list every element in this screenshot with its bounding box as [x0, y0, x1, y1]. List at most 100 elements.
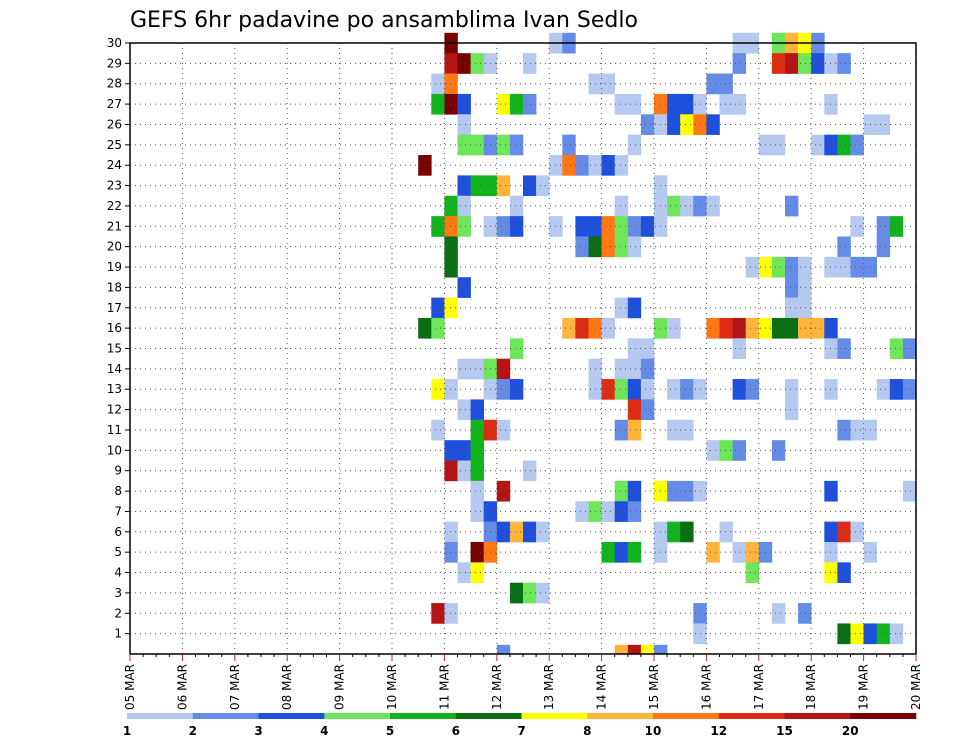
heatmap-cell	[876, 114, 891, 135]
heatmap-cell	[706, 73, 720, 95]
heatmap-cell	[798, 277, 812, 298]
heatmap-cell	[523, 53, 537, 74]
legend-label: 12	[710, 724, 727, 738]
y-tick-label: 19	[107, 260, 122, 274]
heatmap-cell	[431, 379, 445, 400]
heatmap-cell	[614, 216, 629, 237]
heatmap-cell	[601, 216, 615, 237]
heatmap-cell	[706, 114, 720, 135]
heatmap-cell	[496, 419, 511, 441]
heatmap-cell	[496, 480, 511, 502]
heatmap-cell	[785, 256, 799, 278]
heatmap-cell	[640, 399, 655, 421]
heatmap-cell	[902, 338, 917, 359]
heatmap-cell	[470, 358, 484, 380]
heatmap-cell	[562, 134, 576, 156]
heatmap-cell	[418, 317, 432, 339]
heatmap-cell	[509, 93, 524, 115]
heatmap-cell	[771, 134, 786, 156]
heatmap-cell	[627, 93, 642, 115]
heatmap-cell	[444, 73, 458, 95]
legend-label: 1	[123, 724, 131, 738]
heatmap-cell	[876, 379, 891, 400]
heatmap-cell	[627, 399, 642, 421]
heatmap-cell	[627, 216, 642, 237]
heatmap-cell	[575, 236, 589, 258]
heatmap-cell	[837, 338, 851, 359]
heatmap-cell	[496, 175, 511, 197]
heatmap-cell	[614, 155, 629, 176]
y-tick-label: 11	[107, 423, 122, 437]
heatmap-cell	[614, 501, 629, 522]
heatmap-cell	[732, 338, 746, 359]
heatmap-cell	[444, 216, 458, 237]
heatmap-cell	[457, 358, 471, 380]
heatmap-cell	[470, 399, 484, 421]
heatmap-cell	[575, 155, 589, 176]
heatmap-cell	[876, 623, 891, 645]
heatmap-cell	[654, 644, 668, 655]
heatmap-cell	[614, 358, 629, 380]
heatmap-cell	[798, 317, 812, 339]
heatmap-cell	[601, 317, 615, 339]
y-tick-label: 24	[107, 158, 122, 172]
legend-swatch	[784, 713, 851, 719]
heatmap-cell	[732, 440, 746, 461]
heatmap-cell	[614, 644, 629, 655]
heatmap-cell	[614, 379, 629, 400]
y-tick-label: 3	[114, 586, 122, 600]
heatmap-cell	[719, 93, 733, 115]
heatmap-cell	[614, 480, 629, 502]
heatmap-cell	[470, 501, 484, 522]
y-tick-label: 5	[114, 545, 122, 559]
heatmap-cell	[496, 644, 511, 655]
heatmap-cell	[876, 216, 891, 237]
heatmap-cell	[706, 541, 720, 563]
heatmap-cell	[523, 93, 537, 115]
legend-label: 20	[842, 724, 859, 738]
heatmap-cell	[496, 216, 511, 237]
y-tick-label: 21	[107, 219, 122, 233]
heatmap-cell	[640, 216, 655, 237]
heatmap-cell	[431, 73, 445, 95]
heatmap-cell	[732, 317, 746, 339]
y-tick-label: 20	[107, 240, 122, 254]
heatmap-cell	[771, 256, 786, 278]
legend-swatch	[455, 713, 522, 719]
legend-swatch	[850, 713, 917, 719]
y-tick-label: 28	[107, 77, 122, 91]
heatmap-cell	[496, 379, 511, 400]
heatmap-cell	[680, 480, 694, 502]
heatmap-cell	[431, 93, 445, 115]
heatmap-cell	[444, 93, 458, 115]
heatmap-cell	[706, 195, 720, 217]
heatmap-cell	[706, 317, 720, 339]
heatmap-cell	[509, 338, 524, 359]
heatmap-cell	[614, 297, 629, 319]
heatmap-cell	[614, 541, 629, 563]
legend-swatch	[587, 713, 654, 719]
heatmap-cell	[719, 440, 733, 461]
chart-title: GEFS 6hr padavine po ansamblima Ivan Sed…	[130, 8, 638, 33]
heatmap-cell	[902, 379, 917, 400]
legend-label: 15	[776, 724, 793, 738]
heatmap-cell	[785, 379, 799, 400]
legend-swatch	[324, 713, 391, 719]
heatmap-cell	[680, 379, 694, 400]
heatmap-cell	[798, 297, 812, 319]
heatmap-cell	[627, 480, 642, 502]
heatmap-cell	[470, 562, 484, 584]
legend-swatch	[127, 713, 194, 719]
y-tick-label: 13	[107, 382, 122, 396]
x-tick-label: 08 MAR	[280, 664, 294, 710]
heatmap-cell	[444, 53, 458, 74]
heatmap-cell	[457, 93, 471, 115]
heatmap-cell	[667, 93, 681, 115]
heatmap-cell	[706, 440, 720, 461]
heatmap-cell	[850, 134, 864, 156]
heatmap-cell	[850, 256, 864, 278]
y-tick-label: 23	[107, 179, 122, 193]
heatmap-cell	[457, 114, 471, 135]
heatmap-cell	[680, 93, 694, 115]
